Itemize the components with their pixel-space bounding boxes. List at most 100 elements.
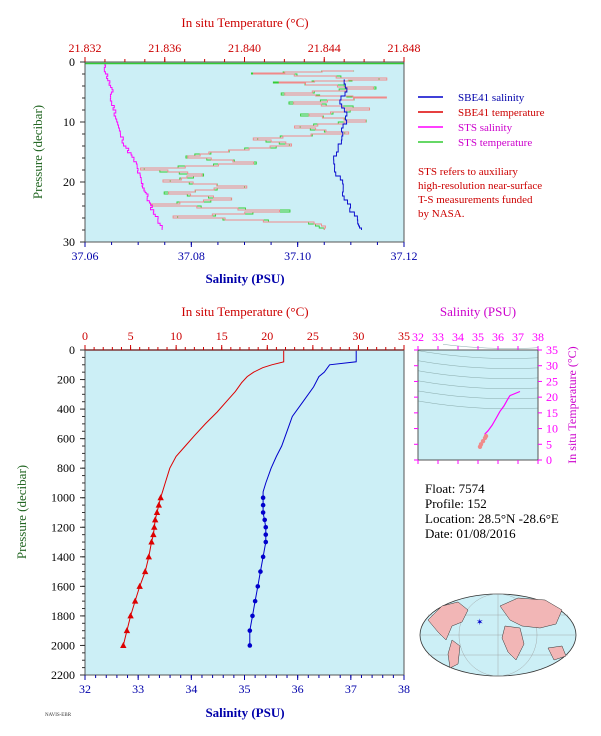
full-profile-pressure-tick-label: 200	[57, 373, 75, 387]
ts-sal-tick-label: 34	[452, 330, 464, 344]
ts-density-contour	[417, 390, 539, 400]
ts-sal-tick-label: 37	[512, 330, 524, 344]
salinity-marker	[247, 643, 253, 648]
temperature-marker	[145, 553, 152, 560]
sbe41-salinity-line	[333, 79, 362, 230]
salinity-marker	[260, 502, 266, 508]
full-profile-temp-tick-label: 35	[398, 329, 410, 343]
temperature-marker	[153, 509, 161, 515]
near-surface-temp-tick-label: 21.832	[69, 41, 102, 55]
ts-sal-tick-label: 32	[412, 330, 424, 344]
temperature-marker	[120, 641, 127, 648]
ts-trace-point	[483, 433, 489, 439]
full-profile-sal-tick-label: 33	[132, 682, 144, 696]
salinity-marker	[263, 539, 269, 545]
ts-density-contour	[417, 350, 539, 359]
temperature-marker	[136, 582, 143, 589]
legend: SBE41 salinity SBE41 temperature STS sal…	[418, 92, 545, 149]
temperature-marker	[155, 501, 163, 508]
legend-label-sts-salinity: STS salinity	[458, 122, 513, 134]
full-profile-temp-tick-label: 15	[216, 329, 228, 343]
ts-top-axis-title: Salinity (PSU)	[440, 304, 516, 319]
full-profile-pressure-tick-label: 400	[57, 402, 75, 416]
temperature-marker	[151, 516, 159, 523]
near-surface-pressure-tick-label: 10	[63, 115, 75, 129]
salinity-marker	[263, 532, 269, 537]
sts-note-line-4: by NASA.	[418, 208, 465, 220]
full-profile-plot-area	[85, 350, 404, 675]
sts-note-line-1: STS refers to auxiliary	[418, 166, 518, 178]
ts-temp-tick-label: 15	[546, 406, 558, 420]
temperature-marker	[151, 523, 158, 530]
near-surface-x-axis-title: Salinity (PSU)	[205, 271, 284, 286]
ts-series	[417, 344, 539, 449]
sbe41-temperature-fine-line	[140, 70, 388, 230]
ts-sal-tick-label: 33	[432, 330, 444, 344]
ts-plot-area	[418, 350, 538, 460]
full-profile-sal-tick-label: 34	[185, 682, 197, 696]
sts-note-line-2: high-resolution near-surface	[418, 180, 542, 192]
ts-temp-tick-label: 30	[546, 359, 558, 373]
ts-density-contour	[417, 360, 539, 369]
float-number: Float: 7574	[425, 481, 485, 496]
full-profile-temp-tick-label: 25	[307, 329, 319, 343]
near-surface-pressure-tick-label: 0	[69, 55, 75, 69]
profile-number: Profile: 152	[425, 496, 487, 511]
ts-density-contour	[417, 400, 539, 410]
near-surface-sal-tick-label: 37.10	[284, 249, 311, 263]
ts-temp-tick-label: 25	[546, 374, 558, 388]
world-map: ✶	[419, 593, 577, 677]
ts-sal-tick-label: 38	[532, 330, 544, 344]
float-info: Float: 7574 Profile: 152 Location: 28.5°…	[425, 481, 559, 541]
salinity-marker	[260, 510, 266, 515]
full-profile-pressure-tick-label: 1000	[51, 491, 75, 505]
profile-date: Date: 01/08/2016	[425, 526, 516, 541]
near-surface-sal-tick-label: 37.08	[178, 249, 205, 263]
temperature-marker	[157, 494, 164, 501]
temperature-marker	[123, 627, 131, 634]
full-profile-sal-tick-label: 36	[292, 682, 304, 696]
world-map-land	[427, 597, 567, 669]
salinity-marker	[247, 628, 253, 633]
full-profile-axes: 0 5 10 15 20 25 30 35 32 33 34 35 36 37 38 0 200 400 600 80…	[51, 329, 410, 696]
near-surface-temp-tick-label: 21.844	[308, 41, 341, 55]
legend-label-sts-temperature: STS temperature	[458, 137, 532, 149]
sts-note: STS refers to auxiliary high-resolution …	[418, 166, 542, 220]
ts-temp-tick-label: 35	[546, 343, 558, 357]
full-profile-pressure-tick-label: 2200	[51, 668, 75, 682]
full-profile-pressure-tick-label: 0	[69, 343, 75, 357]
salinity-marker	[262, 517, 268, 523]
sts-salinity-line	[103, 64, 163, 230]
temperature-marker	[131, 597, 139, 604]
near-surface-temp-tick-label: 21.848	[388, 41, 421, 55]
full-profile-sal-tick-label: 35	[239, 682, 251, 696]
near-surface-sal-tick-label: 37.06	[72, 249, 99, 263]
ts-density-contour	[442, 344, 539, 349]
full-profile-pressure-tick-label: 1400	[51, 550, 75, 564]
ts-trace-point	[478, 442, 484, 447]
full-profile-pressure-tick-label: 2000	[51, 638, 75, 652]
salinity-marker	[250, 613, 255, 619]
float-location: Location: 28.5°N -28.6°E	[425, 511, 559, 526]
near-surface-y-axis-title: Pressure (decibar)	[30, 105, 45, 199]
panel-near-surface: 21.832 21.836 21.840 21.844 21.848 37.06 37.08…	[30, 15, 421, 286]
full-profile-temp-tick-label: 20	[261, 329, 273, 343]
salinity-marker	[255, 584, 261, 589]
temperature-marker	[150, 531, 157, 538]
ts-temp-tick-label: 0	[546, 453, 552, 467]
full-profile-pressure-tick-label: 600	[57, 432, 75, 446]
legend-label-sbe41-temperature: SBE41 temperature	[458, 107, 545, 119]
full-profile-sal-tick-label: 37	[345, 682, 357, 696]
full-profile-pressure-tick-label: 1200	[51, 520, 75, 534]
temperature-marker	[127, 612, 134, 619]
near-surface-temp-tick-label: 21.836	[148, 41, 181, 55]
full-profile-sal-tick-label: 32	[79, 682, 91, 696]
full-profile-pressure-tick-label: 800	[57, 461, 75, 475]
sts-note-line-3: T-S measurements funded	[418, 194, 533, 206]
temperature-marker	[141, 568, 149, 575]
footer-code: NAVIS-EBR	[45, 713, 72, 718]
full-profile-y-axis-title: Pressure (decibar)	[14, 465, 29, 559]
full-profile-temp-tick-label: 10	[170, 329, 182, 343]
